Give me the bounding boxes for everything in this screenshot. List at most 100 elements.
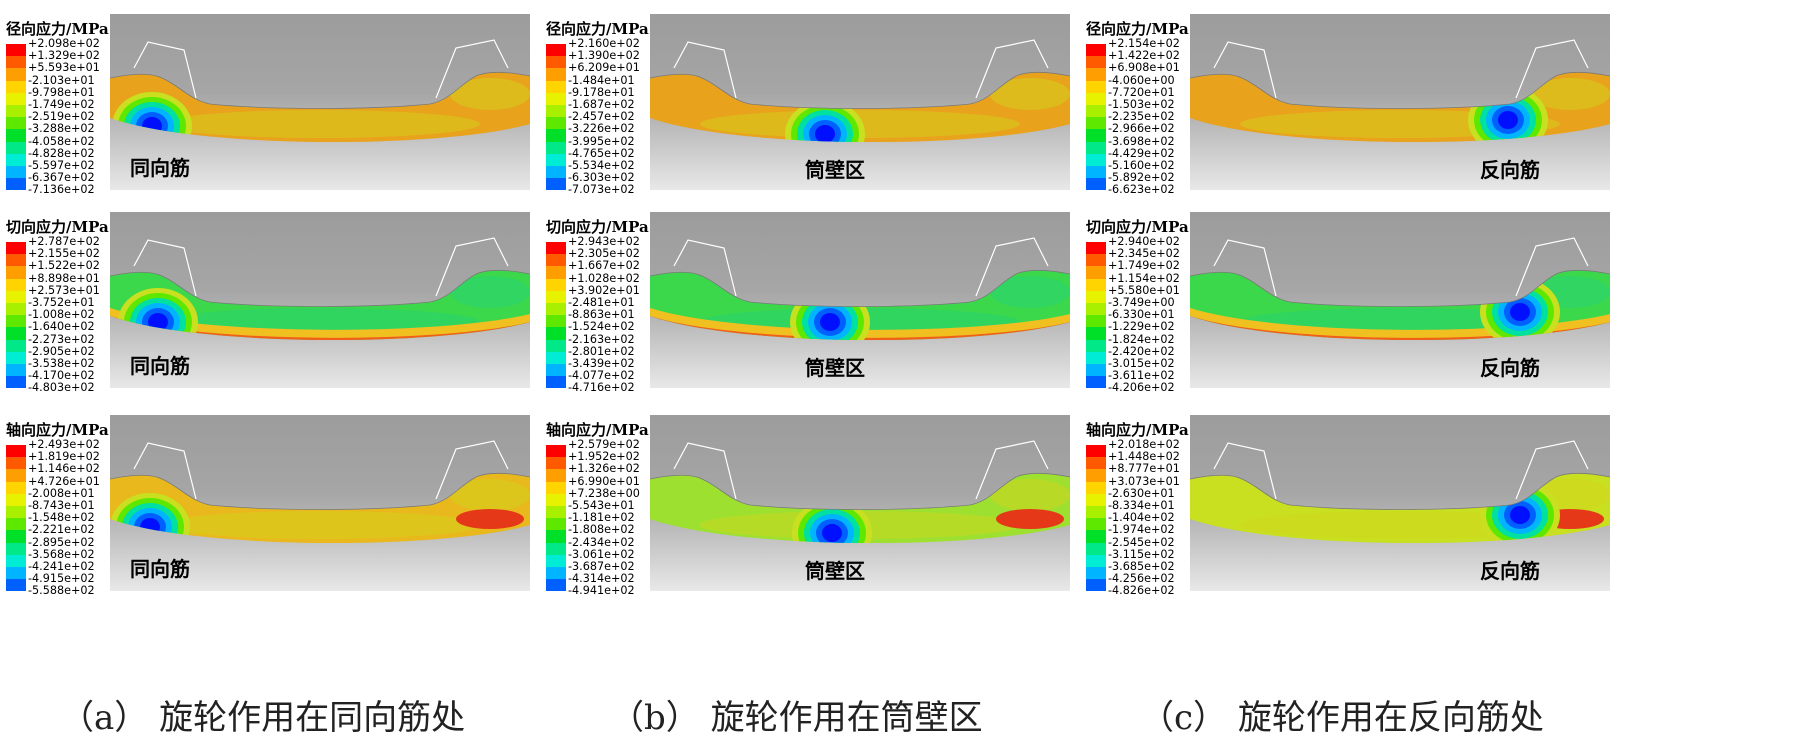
legend-tick-label: +4.726e+01: [28, 474, 100, 488]
legend-swatch: [1086, 518, 1106, 531]
zone-label: 筒壁区: [805, 158, 865, 182]
zone-label: 筒壁区: [805, 356, 865, 380]
legend-tick-label: +2.579e+02: [568, 438, 640, 451]
legend-tick-label: +2.160e+02: [568, 37, 640, 50]
legend-swatch: [1086, 363, 1106, 377]
legend-tick-label: +7.238e+00: [568, 486, 640, 500]
contour-svg: [1190, 415, 1610, 591]
legend-tick-label: -4.060e+00: [1108, 73, 1175, 87]
legend-swatch: [1086, 579, 1106, 592]
zone-label: 反向筋: [1480, 158, 1540, 182]
legend-swatch: [6, 56, 26, 69]
legend-swatch: [1086, 117, 1106, 130]
legend-swatch: [1086, 302, 1106, 316]
legend-tick-label: +1.154e+02: [1108, 271, 1180, 285]
contour-plot: [1190, 14, 1610, 210]
contour-svg: [1190, 14, 1610, 190]
contour-svg: [650, 14, 1070, 190]
legend-swatch: [6, 44, 26, 57]
legend-tick-label: -4.256e+02: [1108, 572, 1175, 586]
legend-tick-label: -1.749e+02: [28, 97, 95, 111]
contour-svg: [650, 212, 1070, 388]
legend-tick-label: -3.061e+02: [568, 547, 635, 561]
legend-tick-label: -3.015e+02: [1108, 356, 1175, 370]
legend-swatch: [6, 579, 26, 592]
legend-swatch: [1086, 327, 1106, 340]
legend-swatch: [1086, 141, 1106, 154]
legend-swatch: [1086, 493, 1106, 506]
legend-ticks: +2.098e+02 +1.329e+02 +5.593e+01 -2.103e+01…: [28, 37, 100, 197]
legend-tick-label: -3.698e+02: [1108, 134, 1175, 148]
zone-label: 反向筋: [1480, 559, 1540, 583]
legend-tick-label: +1.749e+02: [1108, 259, 1180, 273]
legend-tick-label: -1.548e+02: [28, 511, 95, 525]
legend-swatch: [6, 351, 26, 364]
legend-swatch: [1086, 129, 1106, 142]
legend-swatch: [1086, 376, 1106, 389]
roller-outline: [1213, 440, 1589, 500]
legend-swatch: [1086, 254, 1106, 267]
roller-outline: [133, 39, 509, 99]
legend-tick-label: -8.334e+01: [1108, 498, 1175, 512]
legend-tick-label: +1.146e+02: [28, 462, 100, 476]
legend-swatch: [6, 542, 26, 555]
legend-swatch: [1086, 92, 1106, 105]
roller-outline: [133, 440, 509, 500]
legend-tick-label: -7.136e+02: [28, 183, 95, 197]
roller-outline: [673, 39, 1049, 99]
legend-tick-label: -2.481e+01: [568, 295, 635, 309]
legend-ticks: +2.940e+02 +2.345e+02 +1.749e+02 +1.154e+02…: [1108, 235, 1180, 394]
legend-tick-label: +6.209e+01: [568, 61, 640, 75]
figure-column-b: 筒壁区 径向应力/MPa +2.160e+02 +1.390e+02 +6.209e+0…: [540, 0, 1100, 750]
legend-swatch: [546, 104, 566, 118]
legend-title: 切向应力/MPa: [6, 218, 109, 236]
legend-swatch: [6, 315, 26, 328]
legend-tick-label: -3.749e+00: [1108, 295, 1175, 309]
legend-tick-label: -2.273e+02: [28, 332, 95, 346]
legend-tick-label: -5.597e+02: [28, 158, 95, 172]
legend-swatch: [546, 327, 566, 340]
legend-swatch: [546, 278, 566, 291]
legend-tick-label: +6.990e+01: [568, 474, 640, 488]
legend-tick-label: -3.226e+02: [568, 122, 635, 136]
legend-tick-label: -3.568e+02: [28, 547, 95, 561]
legend-tick-label: -5.543e+01: [568, 498, 635, 512]
legend-tick-label: +1.422e+02: [1108, 49, 1180, 63]
roller-outline: [673, 237, 1049, 297]
legend-tick-label: +5.580e+01: [1108, 283, 1180, 297]
contour-plot: [650, 415, 1070, 611]
legend-swatch: [6, 153, 26, 166]
legend-swatch: [1086, 278, 1106, 291]
legend-tick-label: -5.588e+02: [28, 584, 95, 598]
legend-swatch: [1086, 165, 1106, 179]
legend-colorbar: [6, 44, 26, 191]
legend-tick-label: -1.008e+02: [28, 308, 95, 322]
legend-tick-label: -2.420e+02: [1108, 344, 1175, 358]
legend-tick-label: -2.905e+02: [28, 344, 95, 358]
legend-ticks: +2.154e+02 +1.422e+02 +6.908e+01 -4.060e+00…: [1108, 37, 1180, 197]
legend-swatch: [6, 493, 26, 506]
legend-tick-label: -6.623e+02: [1108, 183, 1175, 197]
legend-tick-label: +2.018e+02: [1108, 438, 1180, 451]
legend-tick-label: -3.288e+02: [28, 122, 95, 136]
legend-tick-label: -1.404e+02: [1108, 511, 1175, 525]
color-legend: 轴向应力/MPa +2.018e+02 +1.448e+02 +8.777e+01 +3…: [1080, 415, 1210, 615]
legend-swatch: [6, 141, 26, 154]
legend-swatch: [1086, 104, 1106, 118]
legend-swatch: [546, 178, 566, 191]
zone-label: 同向筋: [130, 156, 190, 180]
legend-tick-label: -2.235e+02: [1108, 110, 1175, 124]
legend-tick-label: +2.154e+02: [1108, 37, 1180, 50]
legend-swatch: [546, 153, 566, 166]
legend-swatch: [1086, 315, 1106, 328]
legend-swatch: [546, 376, 566, 389]
legend-tick-label: -4.314e+02: [568, 572, 635, 586]
legend-swatch: [6, 117, 26, 130]
subfigure-caption: （c） 旋轮作用在反向筋处: [1140, 698, 1544, 738]
contour-plot: [650, 212, 1070, 408]
color-legend: 切向应力/MPa +2.940e+02 +2.345e+02 +1.749e+02 +1…: [1080, 212, 1210, 412]
legend-swatch: [546, 92, 566, 105]
legend-title: 轴向应力/MPa: [1086, 421, 1189, 439]
legend-tick-label: -2.630e+01: [1108, 486, 1175, 500]
legend-tick-label: -7.720e+01: [1108, 85, 1175, 99]
